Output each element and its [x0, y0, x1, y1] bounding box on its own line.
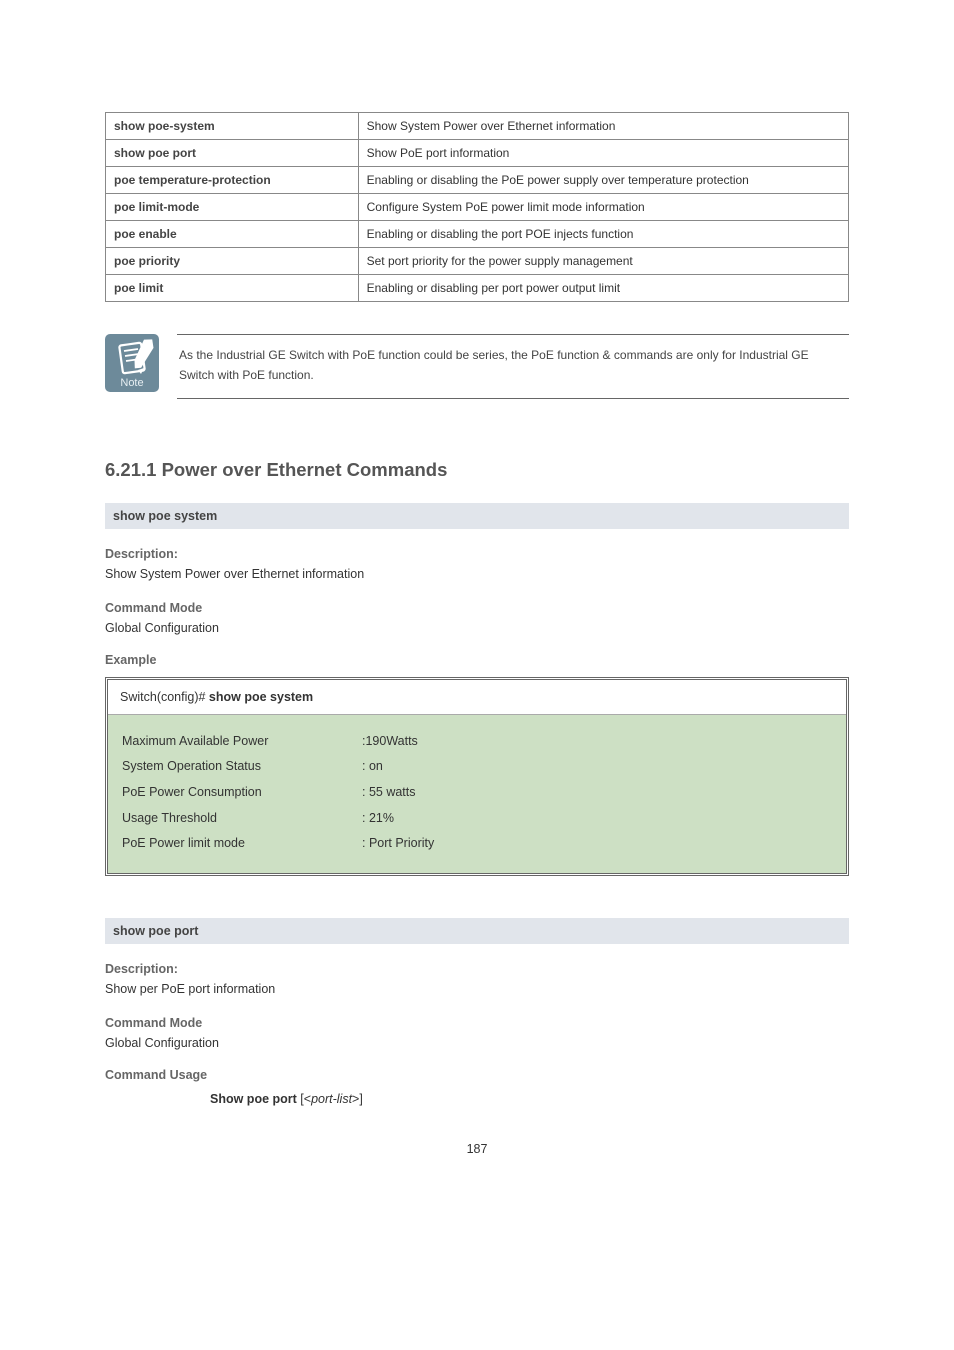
- usage-cmd: Show poe port: [210, 1092, 297, 1106]
- terminal-value: : on: [362, 754, 832, 780]
- terminal-key: System Operation Status: [122, 754, 362, 780]
- table-row: poe limit-modeConfigure System PoE power…: [106, 194, 849, 221]
- terminal-key: PoE Power limit mode: [122, 831, 362, 857]
- terminal-row: PoE Power Consumption: 55 watts: [122, 780, 832, 806]
- terminal-row: Usage Threshold: 21%: [122, 806, 832, 832]
- command-mode-text: Global Configuration: [105, 621, 849, 635]
- command-mode-label: Command Mode: [105, 1016, 849, 1030]
- command-usage-line: Show poe port [<port-list>]: [105, 1092, 849, 1106]
- command-bar-show-poe-port: show poe port: [105, 918, 849, 944]
- note-icon: Note: [105, 334, 159, 392]
- command-desc-cell: Show System Power over Ethernet informat…: [358, 113, 848, 140]
- command-desc-cell: Configure System PoE power limit mode in…: [358, 194, 848, 221]
- description-label: Description:: [105, 547, 849, 561]
- command-desc-cell: Enabling or disabling per port power out…: [358, 275, 848, 302]
- terminal-key: PoE Power Consumption: [122, 780, 362, 806]
- terminal-key: Usage Threshold: [122, 806, 362, 832]
- page-number: 187: [105, 1142, 849, 1156]
- table-row: show poe portShow PoE port information: [106, 140, 849, 167]
- terminal-output: Switch(config)# show poe system Maximum …: [105, 677, 849, 876]
- usage-arg: port-list: [311, 1092, 352, 1106]
- terminal-prompt-cmd: show poe system: [205, 690, 313, 704]
- note-block: Note As the Industrial GE Switch with Po…: [105, 334, 849, 399]
- table-row: poe enableEnabling or disabling the port…: [106, 221, 849, 248]
- terminal-value: : Port Priority: [362, 831, 832, 857]
- table-row: poe prioritySet port priority for the po…: [106, 248, 849, 275]
- usage-open: [<: [297, 1092, 311, 1106]
- terminal-value: : 55 watts: [362, 780, 832, 806]
- command-desc-cell: Set port priority for the power supply m…: [358, 248, 848, 275]
- description-text: Show System Power over Ethernet informat…: [105, 567, 849, 581]
- command-name-cell: show poe-system: [106, 113, 359, 140]
- command-usage-label: Command Usage: [105, 1068, 849, 1082]
- command-desc-cell: Enabling or disabling the PoE power supp…: [358, 167, 848, 194]
- table-row: poe temperature-protectionEnabling or di…: [106, 167, 849, 194]
- terminal-row: Maximum Available Power:190Watts: [122, 729, 832, 755]
- command-mode-label: Command Mode: [105, 601, 849, 615]
- note-text: As the Industrial GE Switch with PoE fun…: [177, 334, 849, 399]
- terminal-row: System Operation Status: on: [122, 754, 832, 780]
- command-bar-show-poe-system: show poe system: [105, 503, 849, 529]
- description-label: Description:: [105, 962, 849, 976]
- terminal-prompt-prefix: Switch(config)#: [120, 690, 205, 704]
- command-name-cell: show poe port: [106, 140, 359, 167]
- terminal-row: PoE Power limit mode: Port Priority: [122, 831, 832, 857]
- commands-table: show poe-systemShow System Power over Et…: [105, 112, 849, 302]
- command-desc-cell: Enabling or disabling the port POE injec…: [358, 221, 848, 248]
- table-row: poe limitEnabling or disabling per port …: [106, 275, 849, 302]
- svg-text:Note: Note: [120, 377, 143, 389]
- section-heading: 6.21.1 Power over Ethernet Commands: [105, 459, 849, 481]
- example-label: Example: [105, 653, 849, 667]
- command-desc-cell: Show PoE port information: [358, 140, 848, 167]
- description-text: Show per PoE port information: [105, 982, 849, 996]
- command-mode-text: Global Configuration: [105, 1036, 849, 1050]
- table-row: show poe-systemShow System Power over Et…: [106, 113, 849, 140]
- command-name-cell: poe temperature-protection: [106, 167, 359, 194]
- command-name-cell: poe limit: [106, 275, 359, 302]
- terminal-prompt: Switch(config)# show poe system: [108, 680, 846, 715]
- terminal-value: : 21%: [362, 806, 832, 832]
- terminal-value: :190Watts: [362, 729, 832, 755]
- usage-close: >]: [352, 1092, 363, 1106]
- terminal-key: Maximum Available Power: [122, 729, 362, 755]
- command-name-cell: poe limit-mode: [106, 194, 359, 221]
- command-name-cell: poe enable: [106, 221, 359, 248]
- terminal-body: Maximum Available Power:190WattsSystem O…: [108, 715, 846, 873]
- command-name-cell: poe priority: [106, 248, 359, 275]
